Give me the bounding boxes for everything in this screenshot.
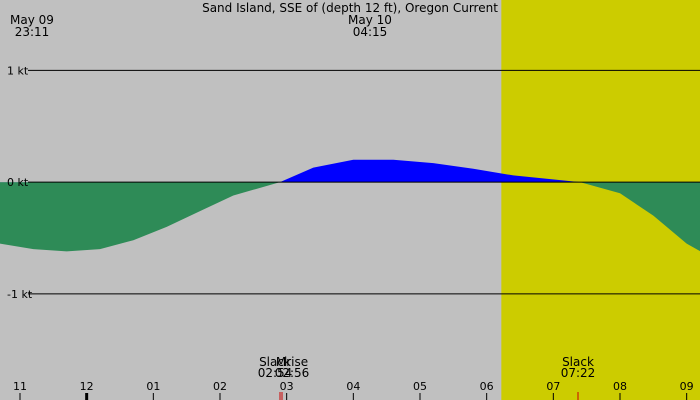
top-date-label: May 10: [348, 13, 392, 27]
event-time: 07:22: [561, 366, 596, 380]
hour-tick-label: 03: [280, 380, 294, 393]
plot-area: [0, 159, 700, 252]
hour-tick-label: 11: [13, 380, 27, 393]
y-tick-label: -1 kt: [7, 288, 33, 301]
event-label: Slack: [562, 355, 594, 369]
event-label: Mrise: [276, 355, 308, 369]
hour-tick-label: 04: [346, 380, 360, 393]
event-time: 02:54: [258, 366, 293, 380]
hour-tick-label: 08: [613, 380, 627, 393]
hour-tick-label: 09: [680, 380, 694, 393]
flood-area: [280, 159, 580, 183]
y-tick-label: 1 kt: [7, 64, 29, 77]
top-time-label: 23:11: [15, 25, 50, 39]
chart-title: Sand Island, SSE of (depth 12 ft), Orego…: [202, 1, 498, 15]
hour-tick-label: 12: [80, 380, 94, 393]
hour-tick-label: 01: [146, 380, 160, 393]
top-date-label: May 09: [10, 13, 54, 27]
event-time: 02:56: [275, 366, 310, 380]
y-tick-label: 0 kt: [7, 176, 29, 189]
ebb-area: [0, 182, 700, 252]
hour-tick-label: 06: [480, 380, 494, 393]
event-label: Slack: [259, 355, 291, 369]
top-time-label: 04:15: [353, 25, 388, 39]
hour-tick-label: 02: [213, 380, 227, 393]
hour-tick-label: 07: [546, 380, 560, 393]
hour-tick-label: 05: [413, 380, 427, 393]
